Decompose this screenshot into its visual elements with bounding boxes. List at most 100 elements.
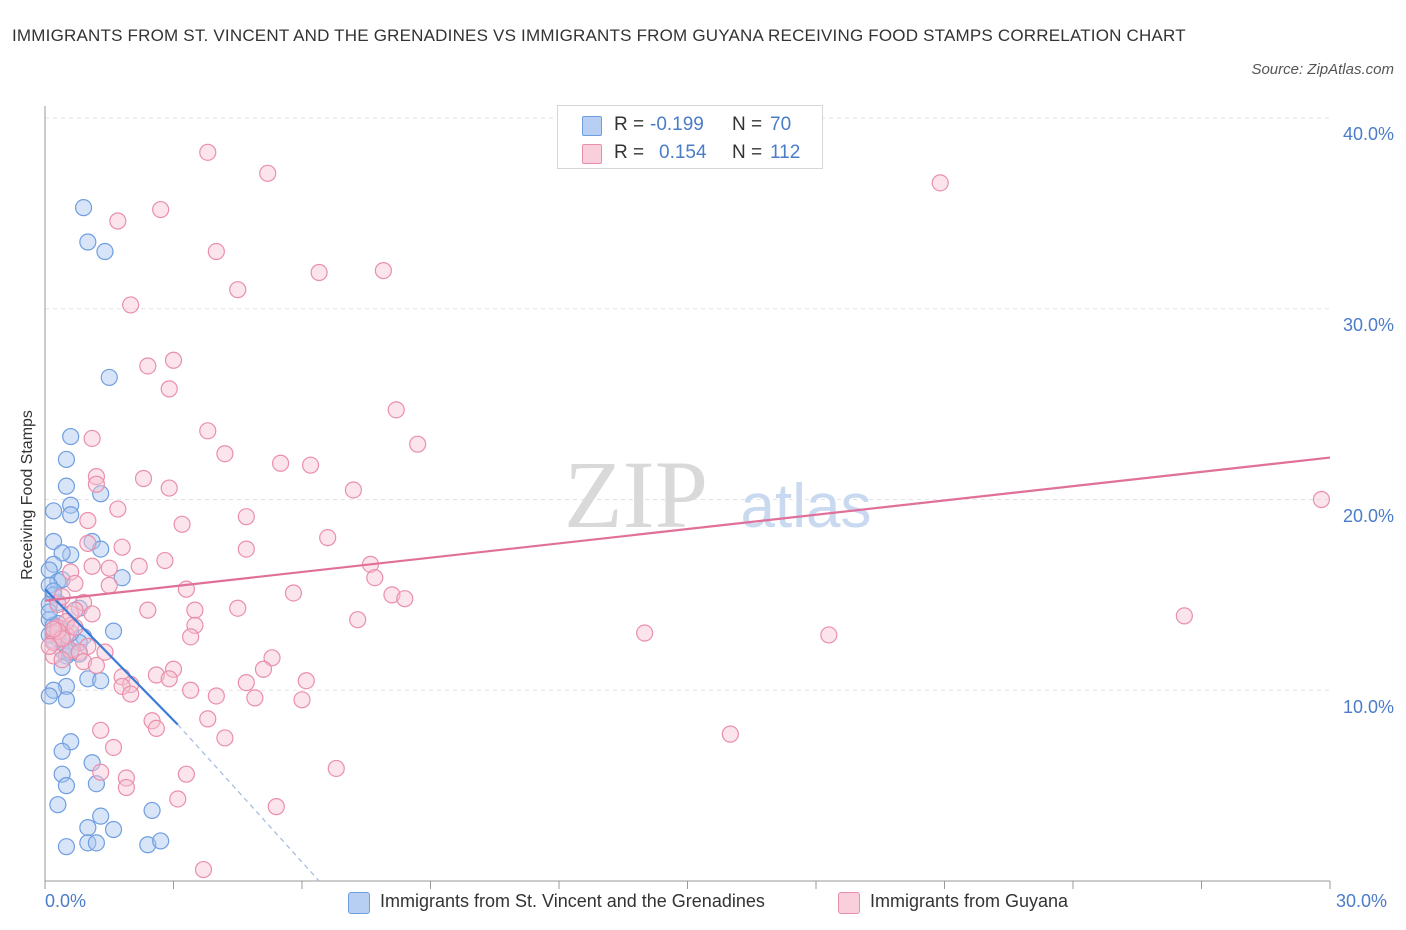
data-point-st-vincent <box>62 496 80 514</box>
r-value: 0.154 <box>659 142 707 163</box>
data-point-guyana <box>83 429 101 448</box>
data-point-guyana <box>344 481 362 499</box>
data-point-guyana <box>160 670 178 688</box>
data-point-guyana <box>820 626 838 644</box>
y-tick-label: 30.0% <box>1342 315 1394 335</box>
data-point-guyana <box>147 719 165 738</box>
data-point-st-vincent <box>40 561 58 579</box>
data-point-guyana <box>263 649 281 667</box>
legend-label: Immigrants from Guyana <box>870 891 1069 911</box>
data-point-st-vincent <box>40 687 58 705</box>
data-point-guyana <box>254 660 273 678</box>
data-point-st-vincent <box>79 233 97 251</box>
data-point-guyana <box>109 500 127 518</box>
data-point-st-vincent <box>104 622 123 640</box>
data-point-guyana <box>721 725 739 743</box>
data-point-guyana <box>237 540 255 558</box>
data-point-guyana <box>104 738 123 757</box>
data-point-guyana <box>636 624 654 642</box>
data-point-st-vincent <box>113 569 131 587</box>
data-point-st-vincent <box>79 818 97 837</box>
data-point-guyana <box>1175 607 1193 625</box>
data-point-guyana <box>160 380 178 398</box>
data-point-guyana <box>122 685 140 703</box>
data-point-guyana <box>100 559 118 577</box>
data-point-guyana <box>109 212 127 230</box>
data-point-st-vincent <box>79 670 97 688</box>
y-tick-label: 20.0% <box>1342 506 1394 526</box>
data-point-guyana <box>164 660 183 678</box>
data-point-guyana <box>117 778 135 797</box>
data-point-st-vincent <box>57 477 76 495</box>
data-point-guyana <box>83 605 101 623</box>
data-point-guyana <box>53 651 71 669</box>
r-value: -0.199 <box>650 114 704 135</box>
watermark-zip: ZIP <box>564 441 708 548</box>
data-point-guyana <box>194 860 213 879</box>
data-point-st-vincent <box>57 838 76 856</box>
data-point-st-vincent <box>87 834 106 852</box>
data-point-guyana <box>117 769 135 787</box>
data-point-guyana <box>139 357 157 375</box>
data-point-guyana <box>310 263 328 282</box>
data-point-guyana <box>160 479 178 497</box>
trend-line-extension <box>177 724 320 882</box>
data-point-guyana <box>186 601 204 619</box>
data-point-guyana <box>396 590 414 608</box>
data-point-st-vincent <box>152 832 170 850</box>
data-point-st-vincent <box>74 199 93 217</box>
data-point-guyana <box>40 637 58 655</box>
data-point-st-vincent <box>62 506 80 524</box>
data-point-guyana <box>164 351 183 369</box>
data-point-guyana <box>182 628 200 646</box>
data-point-guyana <box>182 681 200 699</box>
data-point-st-vincent <box>57 677 76 696</box>
watermark: ZIP atlas <box>564 441 871 548</box>
data-point-guyana <box>92 763 110 781</box>
data-point-st-vincent <box>100 368 118 387</box>
legend-label: Immigrants from St. Vincent and the Gren… <box>380 891 765 911</box>
n-value: 112 <box>770 142 801 163</box>
data-point-guyana <box>79 534 97 552</box>
trend-line-st-vincent <box>44 588 179 726</box>
data-point-guyana <box>246 689 264 707</box>
y-tick-label: 40.0% <box>1342 124 1394 144</box>
data-point-guyana <box>237 674 255 692</box>
data-point-guyana <box>259 164 277 182</box>
data-point-guyana <box>44 620 63 638</box>
data-point-guyana <box>96 643 114 661</box>
n-label: N = <box>732 114 763 135</box>
legend-swatch-pink <box>838 892 860 914</box>
data-point-guyana <box>100 576 118 594</box>
data-point-guyana <box>79 511 97 530</box>
data-point-st-vincent <box>44 532 63 551</box>
data-point-guyana <box>87 475 106 493</box>
data-point-guyana <box>931 174 949 192</box>
data-point-guyana <box>349 611 367 629</box>
y-tick-label: 10.0% <box>1342 697 1394 717</box>
stats-legend: R = -0.199 N = 70 R = 0.154 N = 112 <box>557 105 823 169</box>
axes <box>44 106 1331 889</box>
data-point-st-vincent <box>104 820 123 839</box>
data-point-guyana <box>267 798 285 816</box>
data-point-guyana <box>207 687 225 705</box>
data-point-st-vincent <box>49 796 67 814</box>
data-point-st-vincent <box>92 807 110 825</box>
data-point-st-vincent <box>44 502 63 520</box>
data-point-guyana <box>152 200 170 219</box>
data-point-guyana <box>297 672 315 690</box>
data-point-guyana <box>374 262 392 280</box>
data-point-guyana <box>366 569 384 587</box>
data-point-guyana <box>44 647 63 665</box>
data-point-st-vincent <box>62 427 80 446</box>
data-point-guyana <box>74 653 93 671</box>
x-tick-label-min: 0.0% <box>45 891 87 911</box>
data-point-guyana <box>57 612 76 631</box>
data-point-st-vincent <box>92 672 110 690</box>
data-point-guyana <box>177 765 195 783</box>
data-point-guyana <box>216 445 234 463</box>
data-point-guyana <box>237 508 255 526</box>
series-legend: Immigrants from St. Vincent and the Gren… <box>0 890 1406 918</box>
data-point-guyana <box>327 759 345 778</box>
